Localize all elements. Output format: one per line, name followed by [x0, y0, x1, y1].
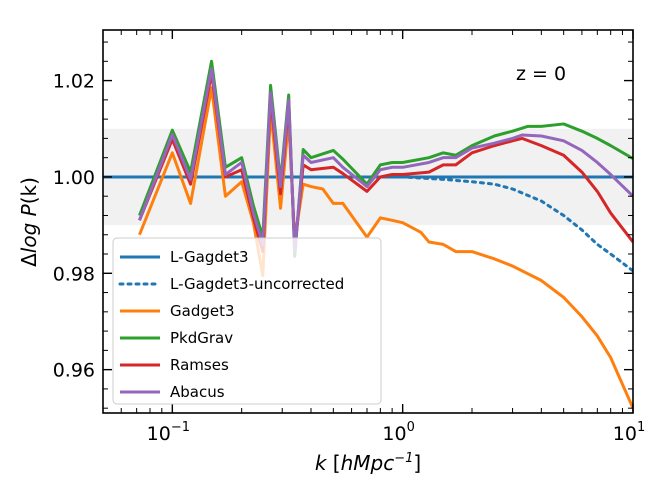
legend-label: L-Gagdet3 — [170, 248, 249, 266]
y-axis-label: Δlog P(k) — [17, 177, 41, 267]
legend-label: Abacus — [170, 383, 225, 401]
y-tick-label: 0.98 — [53, 263, 95, 285]
x-tick-label: 10−1 — [147, 420, 190, 445]
y-tick-label: 0.96 — [53, 360, 95, 382]
x-axis-label: k [hMpc−1] — [315, 451, 421, 475]
series-line-gadget3 — [138, 86, 633, 409]
legend-label: L-Gagdet3-uncorrected — [170, 275, 344, 293]
x-tick-label: 101 — [613, 420, 645, 445]
y-tick-label: 1.00 — [53, 167, 95, 189]
legend: L-Gagdet3 L-Gagdet3-uncorrected Gadget3 Pkd… — [112, 237, 382, 405]
legend-label: Ramses — [170, 356, 229, 374]
series-line-l-gagdet3-uncorrected — [135, 175, 633, 273]
y-tick-label: 1.02 — [53, 71, 95, 93]
legend-box — [112, 237, 382, 405]
annotation: z = 0 — [516, 63, 566, 85]
x-tick-label: 100 — [382, 420, 414, 445]
series-line-abacus — [138, 67, 633, 254]
legend-label: Gadget3 — [170, 302, 235, 320]
plot-frame — [102, 29, 634, 414]
legend-label: PkdGrav — [170, 329, 233, 347]
